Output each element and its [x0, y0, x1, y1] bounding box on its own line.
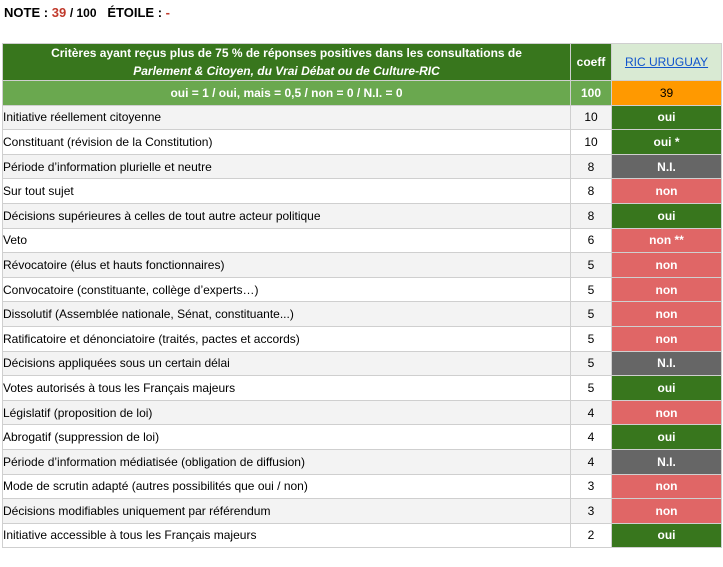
total-score: 39 [611, 80, 722, 106]
scale-legend: oui = 1 / oui, mais = 0,5 / non = 0 / N.… [2, 80, 571, 106]
star-value: - [165, 5, 171, 20]
table-row: Décisions supérieures à celles de tout a… [2, 202, 722, 229]
coeff-cell: 5 [570, 252, 612, 278]
table-row: Constituant (révision de la Constitution… [2, 129, 722, 155]
table-row: Initiative réellement citoyenne 10 oui [2, 104, 722, 131]
criterion-cell: Sur tout sujet [2, 178, 571, 204]
value-badge: oui [611, 202, 722, 229]
star-label: ÉTOILE [107, 5, 155, 20]
coeff-cell: 8 [570, 202, 612, 229]
coeff-cell: 4 [570, 399, 612, 426]
value-badge: non [611, 473, 722, 500]
value-badge: oui [611, 104, 722, 131]
coeff-cell: 5 [570, 375, 612, 401]
criteria-table: Critères ayant reçus plus de 75 % de rép… [2, 43, 722, 549]
criterion-cell: Initiative réellement citoyenne [2, 104, 571, 131]
note-label: NOTE [4, 5, 41, 20]
table-row: Décisions appliquées sous un certain dél… [2, 350, 722, 377]
table-row: Dissolutif (Assemblée nationale, Sénat, … [2, 301, 722, 327]
criteria-header: Critères ayant reçus plus de 75 % de rép… [2, 43, 571, 81]
coeff-cell: 5 [570, 276, 612, 303]
criterion-cell: Décisions modifiables uniquement par réf… [2, 498, 571, 524]
star-separator: : [157, 5, 163, 20]
criterion-cell: Mode de scrutin adapté (autres possibili… [2, 473, 571, 500]
coeff-cell: 10 [570, 129, 612, 155]
coeff-cell: 5 [570, 350, 612, 377]
table-row: Période d’information médiatisée (obliga… [2, 448, 722, 475]
coeff-cell: 3 [570, 498, 612, 524]
criterion-cell: Décisions supérieures à celles de tout a… [2, 202, 571, 229]
criterion-cell: Constituant (révision de la Constitution… [2, 129, 571, 155]
coeff-cell: 2 [570, 522, 612, 549]
criterion-cell: Veto [2, 227, 571, 254]
table-row: Abrogatif (suppression de loi) 4 oui [2, 424, 722, 450]
value-badge: non [611, 178, 722, 204]
criteria-header-line2: Parlement & Citoyen, du Vrai Débat ou de… [133, 64, 440, 78]
coeff-cell: 6 [570, 227, 612, 254]
score-summary: NOTE : 39 / 100 ÉTOILE : - [4, 5, 170, 20]
table-row: Initiative accessible à tous les Françai… [2, 522, 722, 549]
value-badge: N.I. [611, 448, 722, 475]
value-badge: non [611, 276, 722, 303]
criterion-cell: Période d’information plurielle et neutr… [2, 153, 571, 180]
country-header-cell: RIC URUGUAY [611, 43, 722, 81]
coeff-cell: 3 [570, 473, 612, 500]
total-coeff: 100 [570, 80, 612, 106]
criterion-cell: Révocatoire (élus et hauts fonctionnaire… [2, 252, 571, 278]
table-row: Législatif (proposition de loi) 4 non [2, 399, 722, 426]
criterion-cell: Convocatoire (constituante, collège d’ex… [2, 276, 571, 303]
table-row: Décisions modifiables uniquement par réf… [2, 498, 722, 524]
coeff-cell: 4 [570, 424, 612, 450]
value-badge: non [611, 399, 722, 426]
value-badge: non [611, 252, 722, 278]
value-badge: non [611, 498, 722, 524]
criterion-cell: Législatif (proposition de loi) [2, 399, 571, 426]
table-row: Ratificatoire et dénonciatoire (traités,… [2, 325, 722, 352]
note-score: 39 [51, 5, 67, 20]
criterion-cell: Votes autorisés à tous les Français maje… [2, 375, 571, 401]
table-row: Veto 6 non ** [2, 227, 722, 254]
value-badge: oui * [611, 129, 722, 155]
note-max: / 100 [69, 6, 97, 20]
coeff-cell: 8 [570, 178, 612, 204]
table-row: Mode de scrutin adapté (autres possibili… [2, 473, 722, 500]
value-badge: non [611, 325, 722, 352]
table-row: Révocatoire (élus et hauts fonctionnaire… [2, 252, 722, 278]
coeff-cell: 5 [570, 325, 612, 352]
coeff-cell: 4 [570, 448, 612, 475]
value-badge: non [611, 301, 722, 327]
coeff-cell: 8 [570, 153, 612, 180]
country-link[interactable]: RIC URUGUAY [624, 55, 709, 69]
value-badge: oui [611, 424, 722, 450]
table-row: Convocatoire (constituante, collège d’ex… [2, 276, 722, 303]
criterion-cell: Dissolutif (Assemblée nationale, Sénat, … [2, 301, 571, 327]
criterion-cell: Initiative accessible à tous les Françai… [2, 522, 571, 549]
value-badge: oui [611, 375, 722, 401]
criteria-header-line1: Critères ayant reçus plus de 75 % de rép… [51, 46, 522, 60]
scale-row: oui = 1 / oui, mais = 0,5 / non = 0 / N.… [2, 80, 722, 106]
value-badge: N.I. [611, 350, 722, 377]
table-row: Votes autorisés à tous les Français maje… [2, 375, 722, 401]
coeff-cell: 5 [570, 301, 612, 327]
coeff-header: coeff [570, 43, 612, 81]
criterion-cell: Ratificatoire et dénonciatoire (traités,… [2, 325, 571, 352]
criterion-cell: Abrogatif (suppression de loi) [2, 424, 571, 450]
note-separator: : [43, 5, 49, 20]
header-row: Critères ayant reçus plus de 75 % de rép… [2, 43, 722, 81]
table-row: Sur tout sujet 8 non [2, 178, 722, 204]
value-badge: non ** [611, 227, 722, 254]
table-row: Période d’information plurielle et neutr… [2, 153, 722, 180]
value-badge: oui [611, 522, 722, 549]
value-badge: N.I. [611, 153, 722, 180]
coeff-cell: 10 [570, 104, 612, 131]
criterion-cell: Décisions appliquées sous un certain dél… [2, 350, 571, 377]
criterion-cell: Période d’information médiatisée (obliga… [2, 448, 571, 475]
